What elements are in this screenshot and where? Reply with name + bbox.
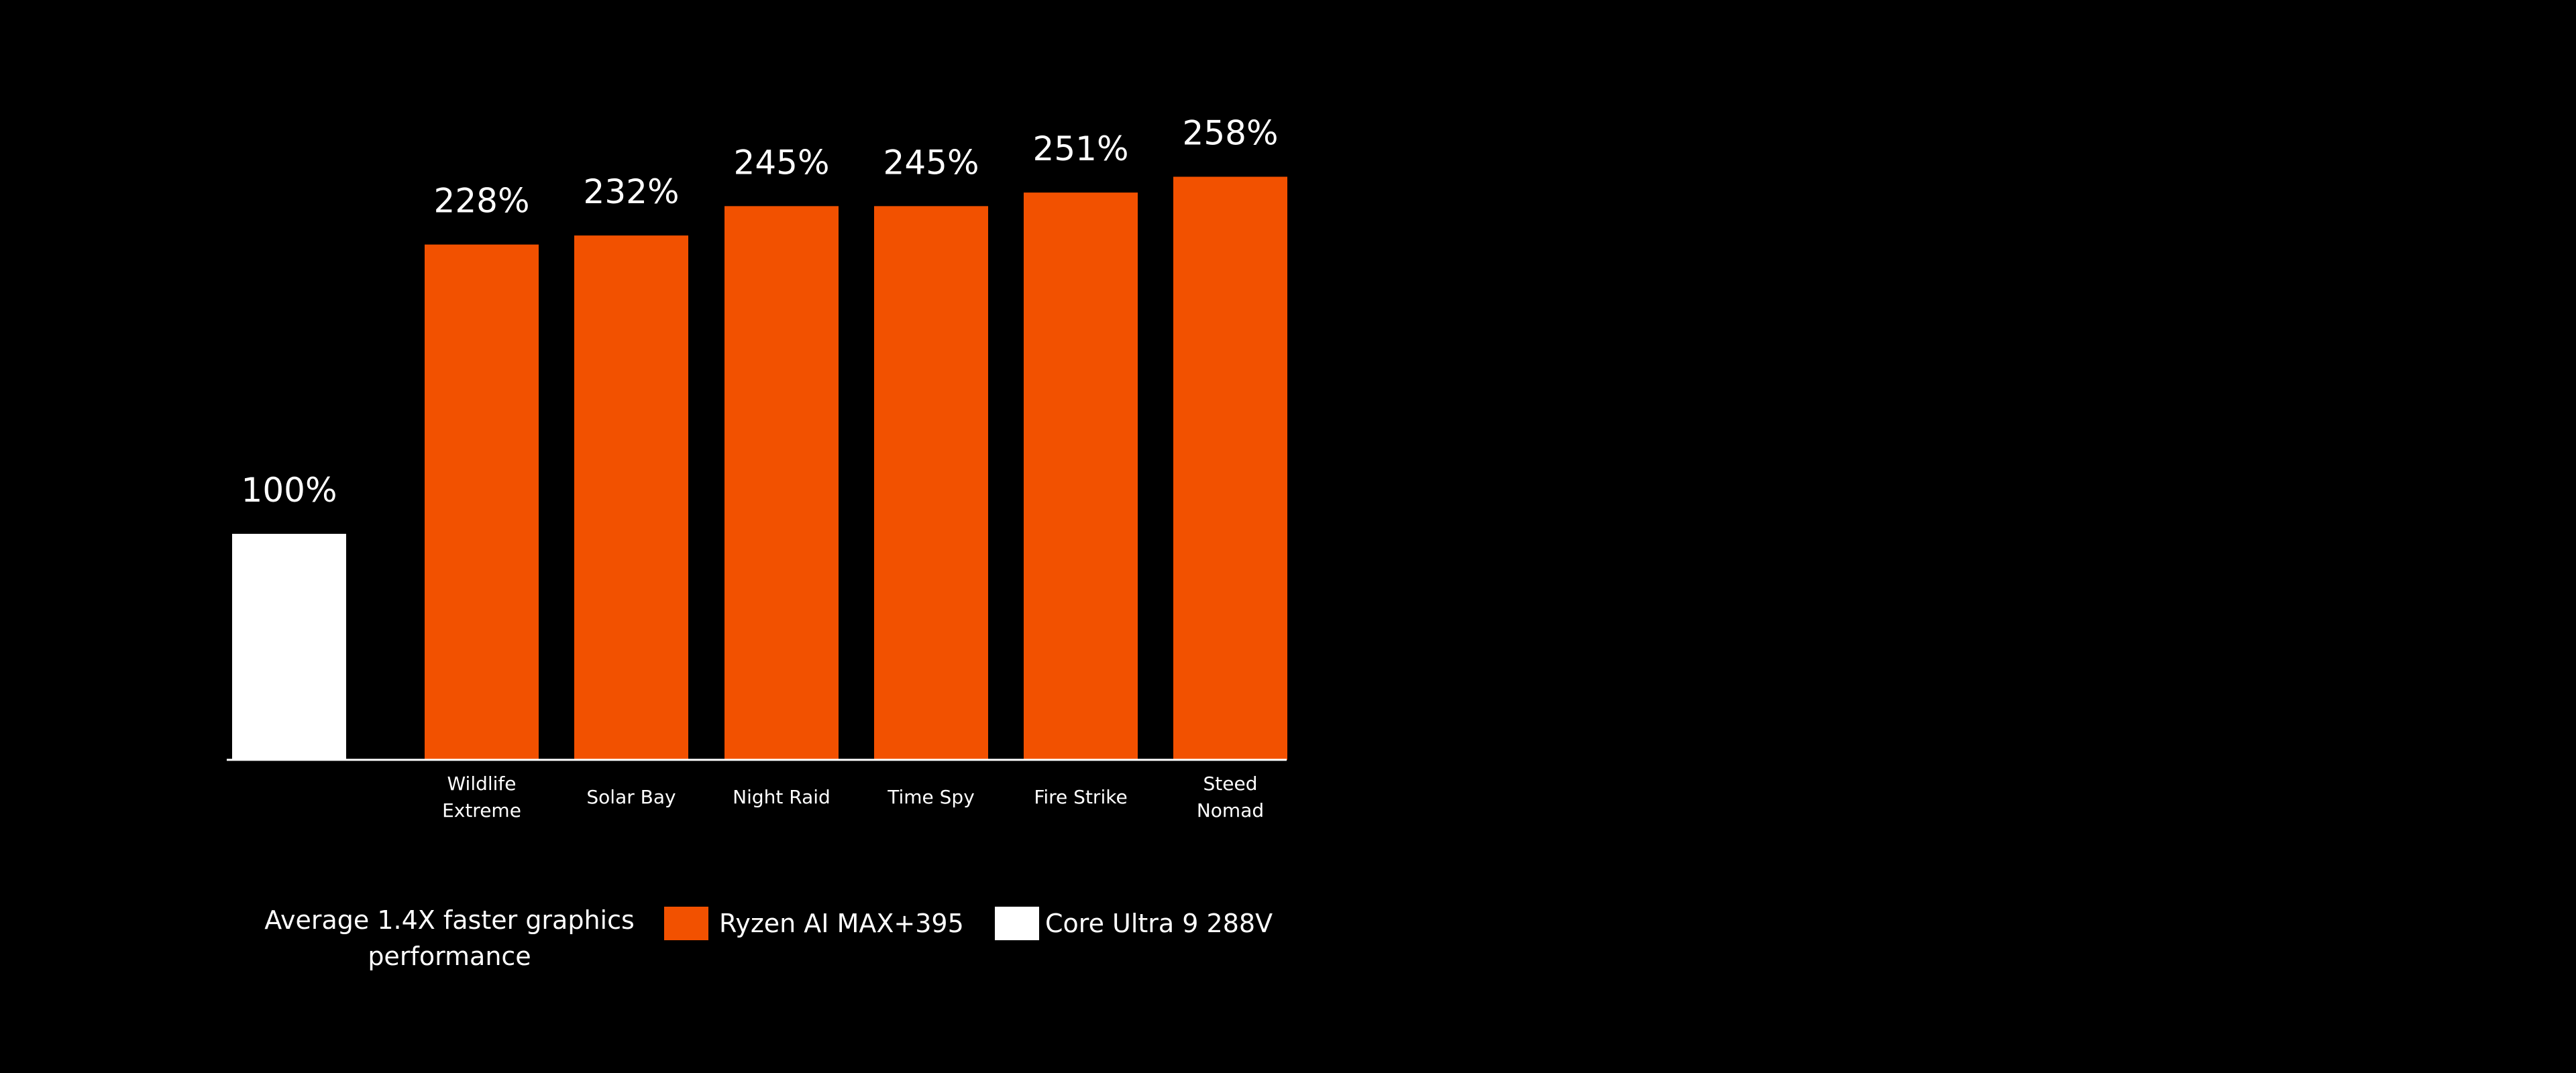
bar-fire-strike-ryzen-ai-max-395: [1024, 192, 1138, 760]
category-label-solar-bay: Solar Bay: [586, 786, 676, 808]
value-labels-layer: 100% 228% 232% 245% 245% 251% 258%: [241, 114, 1279, 510]
bar-steed-nomad-ryzen-ai-max-395: [1173, 176, 1287, 760]
footnote-line-2: performance: [368, 942, 531, 971]
legend-label-core-ultra-9-288v: Core Ultra 9 288V: [1045, 909, 1273, 938]
category-label-steed-nomad-line-1: Steed: [1203, 773, 1258, 795]
category-label-wildlife-extreme-line-2: Extreme: [442, 799, 521, 822]
category-labels-layer: Wildlife Extreme Solar Bay Night Raid Time S…: [442, 773, 1264, 822]
value-label-fire-strike-ryzen-ai-max-395: 251%: [1033, 129, 1129, 168]
legend-label-ryzen-ai-max-395: Ryzen AI MAX+395: [719, 909, 964, 938]
value-label-solar-bay-ryzen-ai-max-395: 232%: [584, 172, 680, 211]
legend: Ryzen AI MAX+395 Core Ultra 9 288V: [664, 907, 1273, 940]
category-label-wildlife-extreme-line-1: Wildlife: [447, 773, 516, 795]
value-label-night-raid-ryzen-ai-max-395: 245%: [734, 143, 830, 182]
footnote: Average 1.4X faster graphics performance: [264, 905, 635, 971]
bar-core-ultra-9-288v-core-ultra-9-288v: [232, 534, 346, 760]
bar-solar-bay-ryzen-ai-max-395: [574, 235, 688, 760]
category-label-steed-nomad-line-2: Nomad: [1197, 799, 1264, 822]
category-label-night-raid: Night Raid: [733, 786, 830, 808]
legend-swatch-core-ultra-9-288v: [995, 907, 1039, 940]
bar-time-spy-ryzen-ai-max-395: [874, 206, 988, 760]
footnote-line-1: Average 1.4X faster graphics: [264, 905, 635, 935]
value-label-steed-nomad-ryzen-ai-max-395: 258%: [1183, 114, 1279, 153]
bar-wildlife-extreme-ryzen-ai-max-395: [425, 244, 539, 760]
category-label-fire-strike: Fire Strike: [1034, 786, 1127, 808]
bar-night-raid-ryzen-ai-max-395: [724, 206, 839, 760]
category-label-time-spy: Time Spy: [887, 786, 975, 808]
legend-swatch-ryzen-ai-max-395: [664, 907, 708, 940]
value-label-core-ultra-9-288v-core-ultra-9-288v: 100%: [241, 471, 337, 510]
value-label-time-spy-ryzen-ai-max-395: 245%: [883, 143, 979, 182]
bars-layer: [232, 176, 1287, 760]
value-label-wildlife-extreme-ryzen-ai-max-395: 228%: [434, 182, 530, 221]
